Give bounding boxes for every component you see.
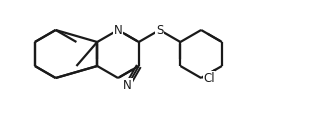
Text: N: N: [123, 79, 132, 92]
Text: N: N: [114, 23, 122, 36]
Text: S: S: [156, 23, 163, 36]
Text: Cl: Cl: [203, 72, 215, 84]
